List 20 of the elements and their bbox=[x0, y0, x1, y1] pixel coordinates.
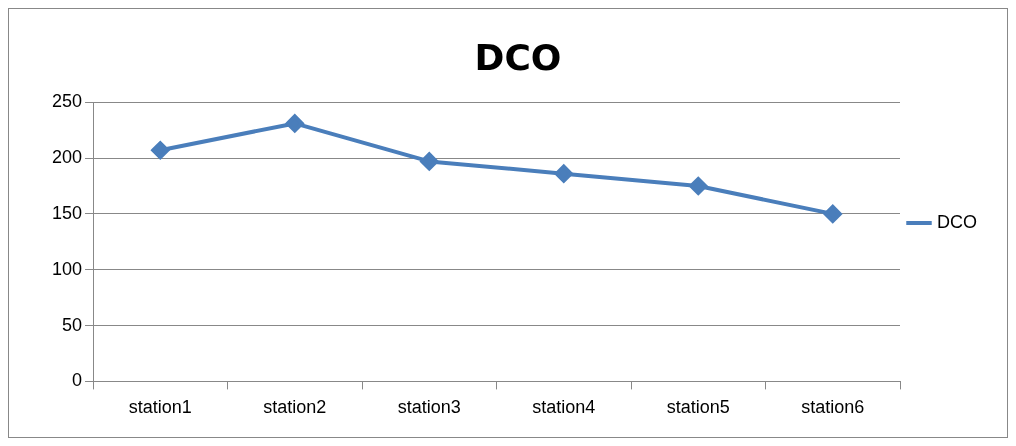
point bbox=[823, 204, 842, 223]
point bbox=[689, 176, 708, 195]
y-tick-label: 100 bbox=[51, 258, 83, 279]
y-tick-label: 50 bbox=[62, 314, 83, 335]
x-tick-label: station6 bbox=[801, 397, 865, 418]
y-tick-label: 150 bbox=[51, 202, 83, 223]
point bbox=[420, 152, 439, 171]
x-tick-label: station1 bbox=[128, 397, 192, 418]
x-tick-label: station4 bbox=[532, 397, 596, 418]
point bbox=[151, 141, 170, 160]
point bbox=[554, 164, 573, 183]
point bbox=[285, 114, 304, 133]
y-tick-label: 200 bbox=[51, 147, 83, 168]
x-tick-label: station2 bbox=[263, 397, 327, 418]
y-tick-label: 0 bbox=[72, 370, 83, 391]
y-tick-label: 250 bbox=[51, 91, 83, 112]
legend-label: DCO bbox=[937, 211, 977, 232]
chart-title: DCO bbox=[474, 36, 562, 78]
x-tick-label: station5 bbox=[666, 397, 730, 418]
x-tick-label: station3 bbox=[397, 397, 461, 418]
